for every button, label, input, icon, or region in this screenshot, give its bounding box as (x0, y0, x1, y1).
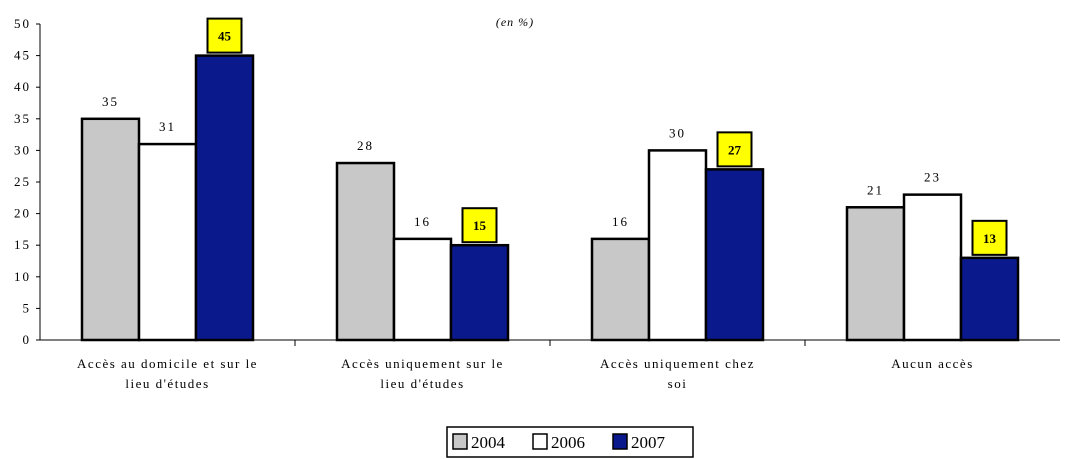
value-label-box (971, 219, 1008, 256)
bar-2006 (137, 142, 198, 342)
bar-2004 (590, 237, 651, 342)
y-tick-label: 40 (14, 79, 31, 94)
bar-2006 (647, 149, 708, 342)
category-label: lieu d'études (125, 376, 209, 391)
legend: 2004 2006 2007 (446, 426, 694, 458)
y-tick-label: 35 (14, 111, 31, 126)
bars (80, 54, 1020, 342)
value-label: 16 (612, 214, 629, 229)
value-label: 27 (728, 142, 742, 157)
y-tick-label: 15 (14, 237, 31, 252)
bar-2004 (335, 161, 396, 342)
y-tick-label: 25 (14, 174, 31, 189)
value-label: 31 (159, 119, 176, 134)
value-labels: 35 31 45 28 16 15 16 30 27 21 23 13 (102, 17, 1008, 256)
y-tick-label: 0 (23, 332, 32, 347)
value-label: 28 (357, 138, 374, 153)
y-tick-label: 45 (14, 48, 31, 63)
y-tick-label: 30 (14, 142, 31, 157)
bar-2007 (449, 243, 510, 342)
bar-2006 (392, 237, 453, 342)
value-label: 16 (414, 214, 431, 229)
legend-swatch (452, 433, 468, 450)
bar-2004 (845, 206, 906, 342)
bar-2006 (902, 193, 963, 342)
y-tick-label: 20 (14, 206, 31, 221)
bar-2007 (959, 256, 1020, 342)
category-label: Accès uniquement sur le (341, 356, 504, 371)
category-label: lieu d'études (380, 376, 464, 391)
value-label: 45 (218, 29, 232, 44)
category-label: Accès au domicile et sur le (77, 356, 258, 371)
value-label-box (206, 17, 243, 54)
value-label: 23 (924, 170, 941, 185)
value-label: 21 (867, 182, 884, 197)
value-label: 13 (983, 231, 997, 246)
y-tick-label: 50 (14, 16, 31, 31)
category-labels: Accès au domicile et sur le lieu d'études… (77, 356, 974, 391)
legend-label: 2004 (471, 433, 506, 452)
value-label-box (461, 207, 498, 244)
value-label: 30 (669, 125, 686, 140)
category-label: Accès uniquement chez (600, 356, 755, 371)
category-label: soi (668, 376, 688, 391)
value-label-box (716, 131, 753, 168)
y-tick-label: 5 (23, 300, 32, 315)
unit-note: (en %) (496, 15, 534, 29)
legend-box (446, 426, 694, 458)
legend-swatch (532, 433, 548, 450)
legend-label: 2007 (631, 433, 666, 452)
bar-2007 (704, 168, 765, 342)
bar-2004 (80, 117, 141, 342)
value-label: 15 (473, 218, 487, 233)
legend-swatch (612, 433, 628, 450)
y-tick-label: 10 (14, 269, 31, 284)
bar-2007 (194, 54, 255, 342)
category-label: Aucun accès (891, 356, 974, 371)
legend-label: 2006 (551, 433, 585, 452)
value-label: 35 (102, 94, 119, 109)
